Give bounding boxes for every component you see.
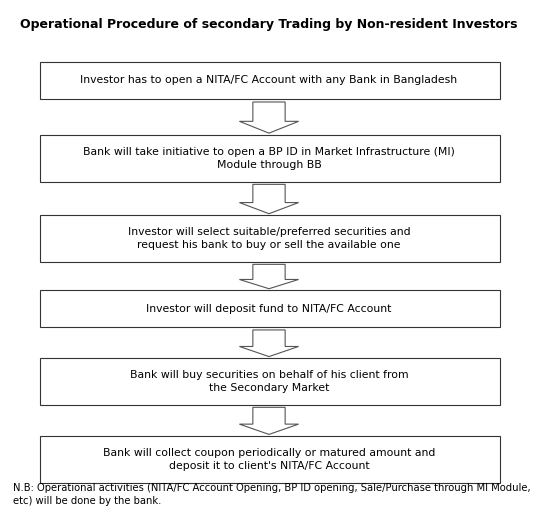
FancyBboxPatch shape: [40, 436, 500, 483]
Text: Investor will select suitable/preferred securities and
request his bank to buy o: Investor will select suitable/preferred …: [128, 227, 410, 250]
Text: Bank will collect coupon periodically or matured amount and
deposit it to client: Bank will collect coupon periodically or…: [103, 448, 435, 471]
Polygon shape: [239, 102, 299, 133]
Polygon shape: [239, 407, 299, 434]
FancyBboxPatch shape: [40, 290, 500, 327]
Polygon shape: [239, 264, 299, 289]
Text: Operational Procedure of secondary Trading by Non-resident Investors: Operational Procedure of secondary Tradi…: [20, 18, 518, 31]
FancyBboxPatch shape: [40, 215, 500, 262]
Text: N.B: Operational activities (NITA/FC Account Opening, BP ID opening, Sale/Purcha: N.B: Operational activities (NITA/FC Acc…: [13, 483, 531, 506]
Text: Bank will buy securities on behalf of his client from
the Secondary Market: Bank will buy securities on behalf of hi…: [130, 370, 408, 393]
FancyBboxPatch shape: [40, 358, 500, 405]
FancyBboxPatch shape: [40, 135, 500, 182]
Text: Investor will deposit fund to NITA/FC Account: Investor will deposit fund to NITA/FC Ac…: [146, 304, 392, 314]
FancyBboxPatch shape: [40, 62, 500, 99]
Polygon shape: [239, 184, 299, 214]
Polygon shape: [239, 330, 299, 357]
Text: Bank will take initiative to open a BP ID in Market Infrastructure (MI)
Module t: Bank will take initiative to open a BP I…: [83, 147, 455, 170]
Text: Investor has to open a NITA/FC Account with any Bank in Bangladesh: Investor has to open a NITA/FC Account w…: [81, 75, 457, 86]
